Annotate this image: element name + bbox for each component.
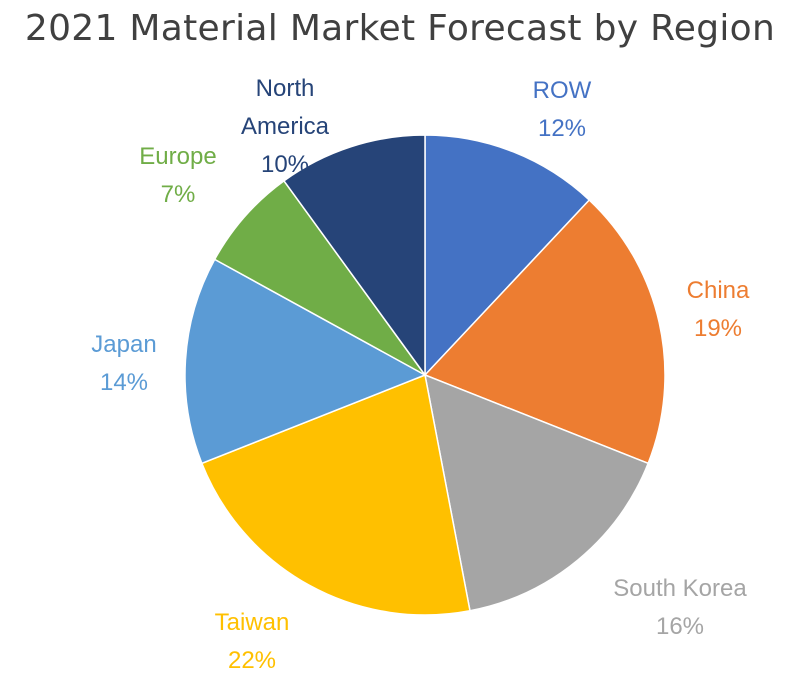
slice-name-china: China bbox=[687, 277, 750, 304]
pie-slice-europe bbox=[213, 179, 426, 376]
chart-title: 2021 Material Market Forecast by Region bbox=[24, 8, 776, 49]
slice-value-japan: 14% bbox=[100, 369, 148, 396]
slice-name-europe: Europe bbox=[139, 143, 216, 170]
slice-value-row: 12% bbox=[538, 115, 586, 142]
pie-slices bbox=[184, 134, 666, 616]
slice-value-taiwan: 22% bbox=[228, 647, 276, 674]
slice-name-north-america: North America bbox=[241, 75, 330, 140]
slice-value-north-america: 10% bbox=[261, 151, 309, 178]
slice-value-europe: 7% bbox=[161, 181, 196, 208]
slice-value-china: 19% bbox=[694, 315, 742, 342]
pie-labels: ROW 12% China 19% South Korea 16% Taiwan 22% Jap… bbox=[91, 75, 750, 674]
slice-value-south-korea: 16% bbox=[656, 613, 704, 640]
slice-name-japan: Japan bbox=[91, 331, 156, 358]
pie-slice-taiwan bbox=[200, 373, 471, 616]
pie-slice-japan bbox=[184, 258, 427, 465]
pie-slice-china bbox=[423, 198, 666, 465]
slice-name-south-korea: South Korea bbox=[613, 575, 747, 602]
slice-name-row: ROW bbox=[533, 77, 592, 104]
pie-slice-south-korea bbox=[424, 373, 650, 612]
slice-name-taiwan: Taiwan bbox=[215, 609, 290, 636]
pie-slice-row bbox=[424, 134, 591, 377]
pie-slice-north-america bbox=[282, 134, 426, 378]
